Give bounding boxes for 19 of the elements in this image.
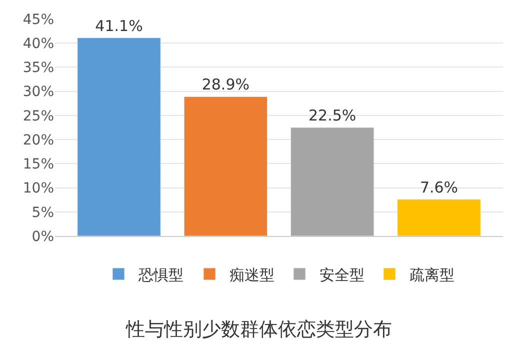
y-tick-label: 45%	[22, 12, 54, 28]
y-tick-label: 40%	[22, 36, 54, 52]
y-tick-label: 35%	[22, 60, 54, 76]
y-tick-label: 0%	[32, 228, 54, 245]
data-label: 28.9%	[202, 76, 250, 94]
y-tick-label: 15%	[22, 156, 54, 173]
legend-label: 安全型	[320, 266, 364, 284]
y-tick-label: 30%	[22, 84, 54, 100]
y-tick-label: 25%	[22, 108, 54, 124]
y-tick-label: 20%	[22, 132, 54, 148]
legend-label: 痴迷型	[230, 266, 274, 284]
data-label: 22.5%	[308, 106, 356, 124]
y-tick-label: 10%	[22, 180, 54, 197]
legend-label: 恐惧型	[138, 266, 184, 284]
data-label: 41.1%	[95, 16, 143, 35]
legend-label: 疏离型	[410, 266, 454, 284]
data-label: 7.6%	[420, 178, 458, 196]
y-tick-label: 5%	[32, 204, 54, 221]
text: 性与性别少数群体依恋类型分布	[125, 318, 392, 341]
